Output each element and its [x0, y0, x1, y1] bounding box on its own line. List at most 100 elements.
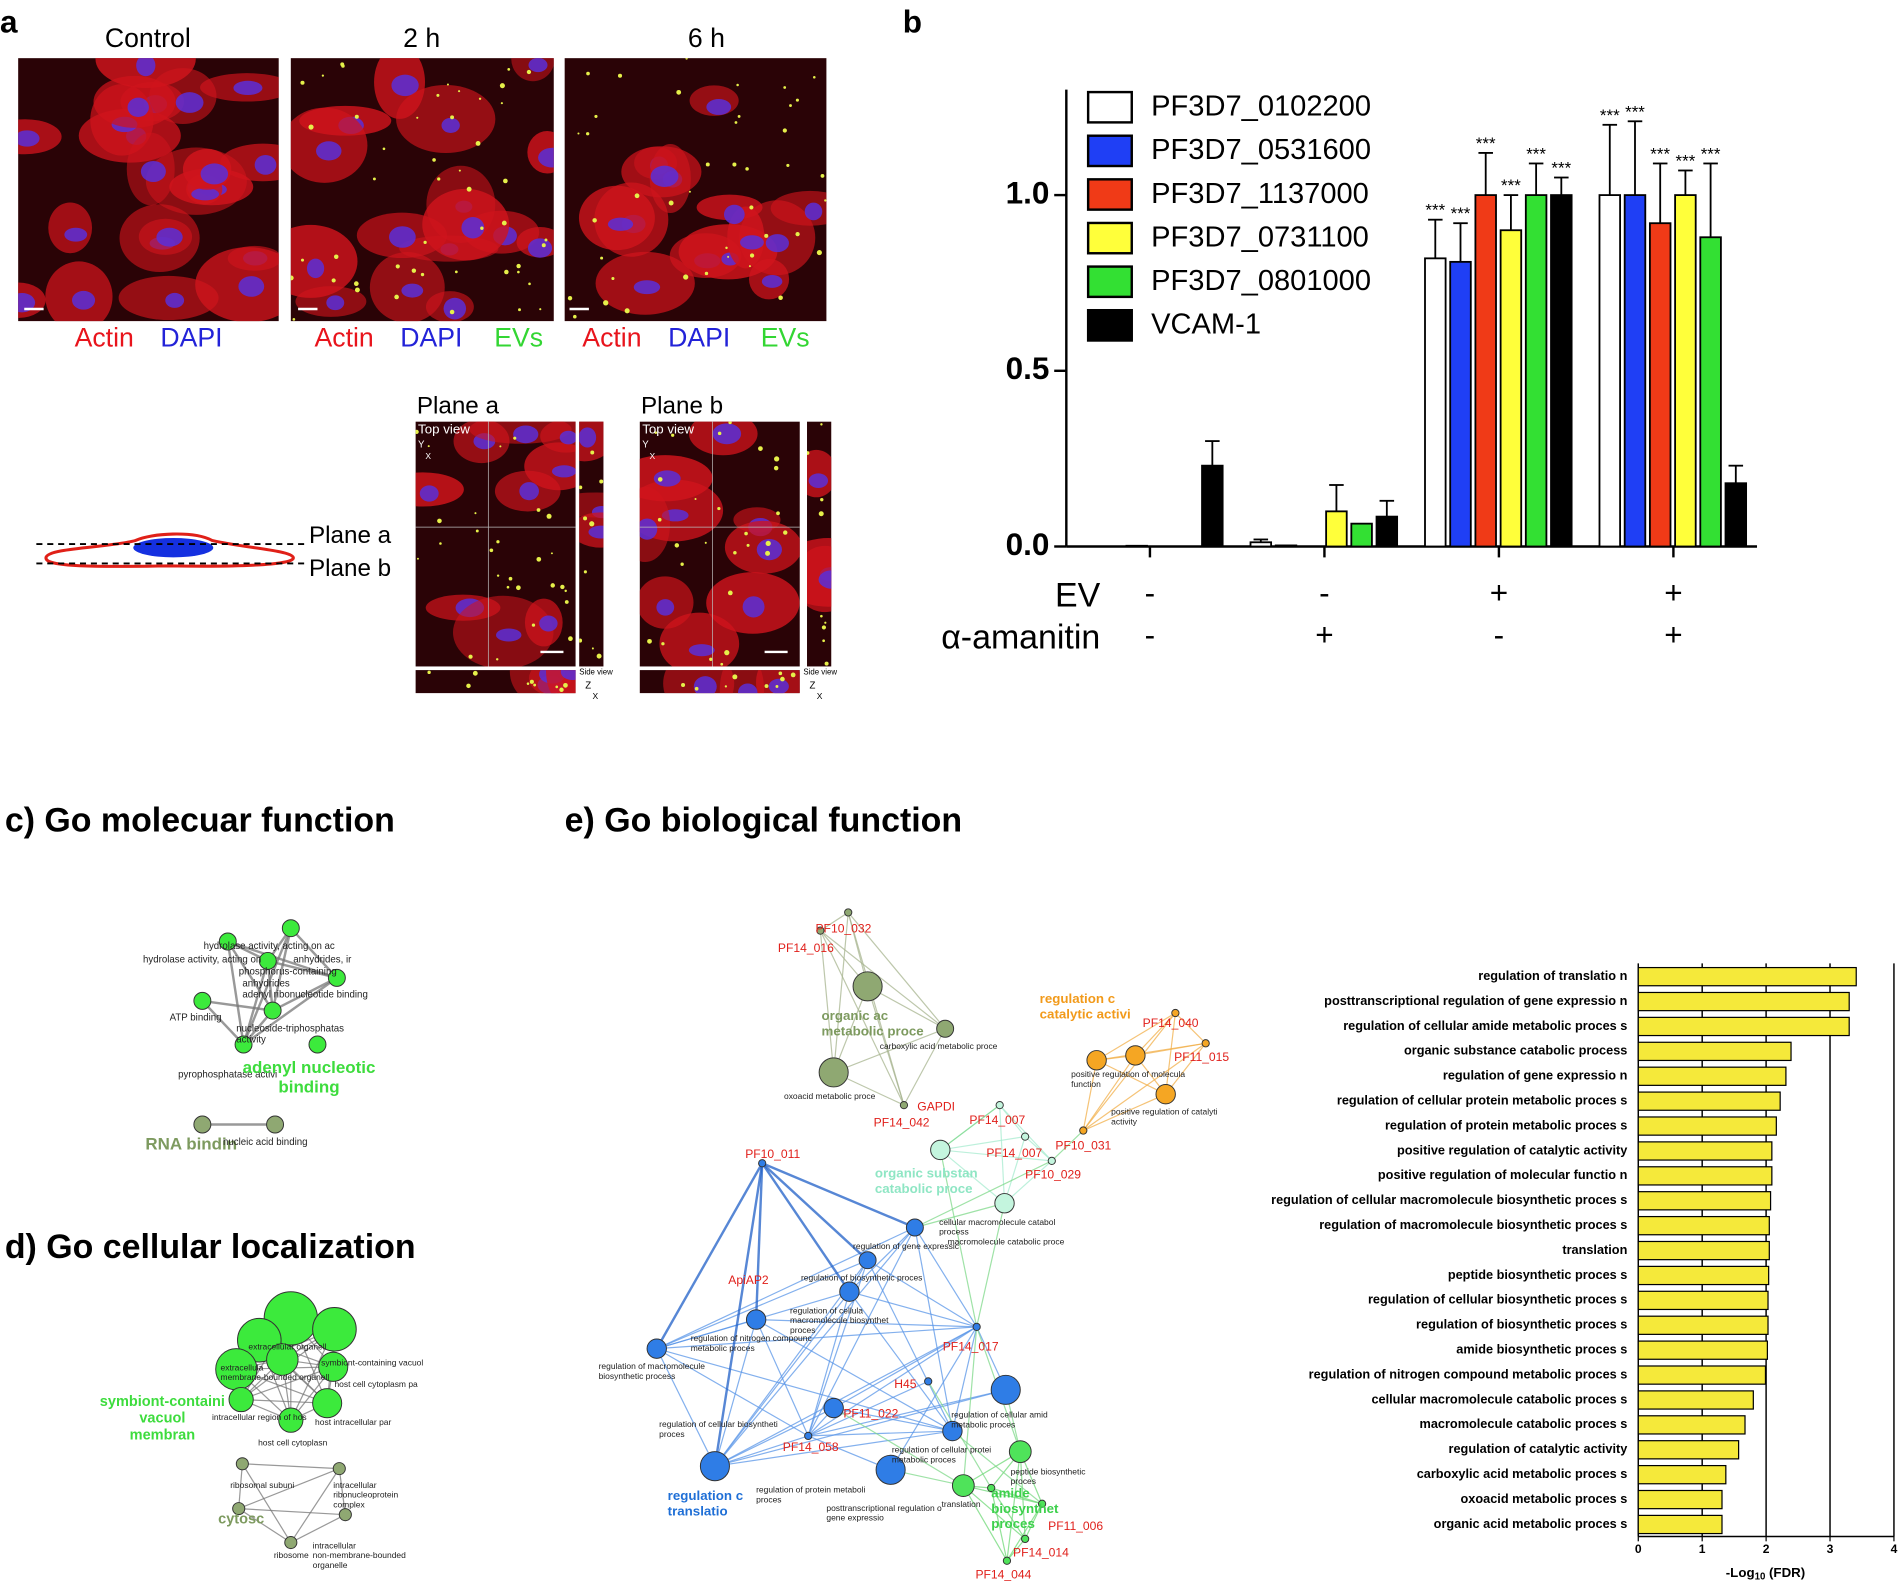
node-label: symbiont-containing vacuol [321, 1357, 423, 1367]
nucleus [140, 160, 166, 183]
axis-letter: X [649, 451, 655, 461]
micrograph-content [18, 58, 279, 322]
ev-dot [654, 431, 658, 434]
view-label: Top view [418, 422, 470, 437]
ev-dot [499, 83, 505, 89]
y-tick-label: translation [1562, 1242, 1627, 1257]
bar [1637, 1440, 1740, 1460]
section-title: d) Go cellular localization [5, 1228, 416, 1266]
ev-dot [816, 250, 822, 256]
nucleus [656, 599, 675, 616]
ev-dot [705, 162, 710, 167]
node-label: PF14_040 [1143, 1016, 1199, 1030]
micrograph [415, 670, 576, 694]
significance: *** [1650, 144, 1670, 163]
nucleus [706, 99, 732, 115]
node-label: macromolecule biosynthet [790, 1315, 889, 1325]
node [1201, 1039, 1210, 1048]
condition-sign: + [1315, 617, 1333, 653]
micrograph [639, 421, 800, 667]
panel-letter: a [0, 4, 18, 40]
edge [226, 941, 245, 1045]
ev-dot [546, 513, 552, 519]
micrograph-content [290, 58, 554, 322]
ev-dot [506, 585, 510, 589]
edge [202, 999, 273, 1012]
edge [238, 1508, 292, 1544]
y-tick-label: oxoacid metabolic proces s [1461, 1491, 1628, 1506]
ev-dot [340, 62, 345, 67]
ev-dot [513, 436, 517, 440]
ev-dot [475, 529, 479, 533]
ev-dot [657, 477, 663, 482]
edge [939, 1149, 978, 1327]
nucleus [127, 97, 149, 118]
ev-dot [782, 128, 787, 133]
bar [1637, 1116, 1777, 1136]
bar [1637, 1041, 1792, 1062]
x-tick-label: 4 [1891, 1542, 1898, 1556]
ev-dot [748, 265, 751, 268]
node-label: pyrophosphatase activi [178, 1069, 277, 1080]
ev-dot [688, 190, 691, 193]
ev-dot [416, 557, 419, 560]
nucleus [639, 518, 658, 540]
node-label: PF14_007 [986, 1146, 1042, 1160]
node [646, 1338, 667, 1359]
image-title: 2 h [403, 23, 440, 53]
node-label: PF11_015 [1174, 1050, 1229, 1064]
edge [761, 1162, 916, 1229]
node-label: hydrolase activity, acting on [143, 954, 261, 965]
edge [914, 1202, 1005, 1229]
bar [1699, 236, 1722, 548]
node-label: non-membrane-bounded [313, 1550, 407, 1560]
ev-dot [681, 683, 686, 688]
nucleus [633, 280, 661, 295]
edge [1004, 1160, 1053, 1204]
node [278, 1407, 304, 1433]
edge [754, 1163, 764, 1320]
edge [867, 1259, 953, 1432]
ev-dot [824, 621, 827, 624]
ev-dot [300, 80, 305, 85]
ev-dot [720, 662, 724, 666]
condition-sign: - [1145, 617, 1156, 653]
y-tick-label: regulation of cellular protein metabolic… [1337, 1093, 1627, 1108]
y-tick-label: posttranscriptional regulation of gene e… [1324, 993, 1627, 1008]
network: PF10_032PF14_016PF14_040PF11_015GAPDIPF1… [599, 908, 1229, 1581]
node-label: ATP binding [170, 1012, 222, 1023]
bar [1637, 1315, 1769, 1335]
significance: *** [1501, 176, 1521, 195]
ev-dot [624, 308, 630, 314]
edge [847, 912, 946, 1030]
edge [849, 1291, 977, 1328]
node [972, 1322, 981, 1331]
ev-dot [795, 98, 799, 102]
nucleus [191, 187, 220, 201]
node-label: PF11_022 [843, 1406, 898, 1420]
ev-dot [586, 71, 590, 76]
legend-swatch [1086, 265, 1133, 299]
ev-dot [427, 445, 430, 448]
node [1125, 1045, 1146, 1066]
node [266, 1343, 299, 1376]
node-label: organic ac [822, 1008, 889, 1023]
edge [238, 1468, 340, 1510]
nucleus [527, 238, 553, 258]
nucleus [496, 628, 522, 642]
ev-dot [732, 162, 737, 167]
nucleus [768, 678, 789, 694]
node [930, 1139, 951, 1161]
ev-dot [813, 75, 816, 79]
node-label: catabolic proce [875, 1181, 973, 1196]
ev-dot [728, 421, 732, 425]
node [318, 1351, 349, 1382]
y-tick-label: regulation of catalytic activity [1449, 1441, 1628, 1456]
bar [1274, 544, 1298, 548]
nucleus [804, 202, 823, 221]
edge [655, 1162, 764, 1350]
nucleus [175, 92, 204, 113]
node-label: nucleoside-triphosphatas [236, 1023, 344, 1034]
node-label: PF10_032 [815, 922, 871, 936]
node-label: regulation c [1040, 991, 1116, 1006]
